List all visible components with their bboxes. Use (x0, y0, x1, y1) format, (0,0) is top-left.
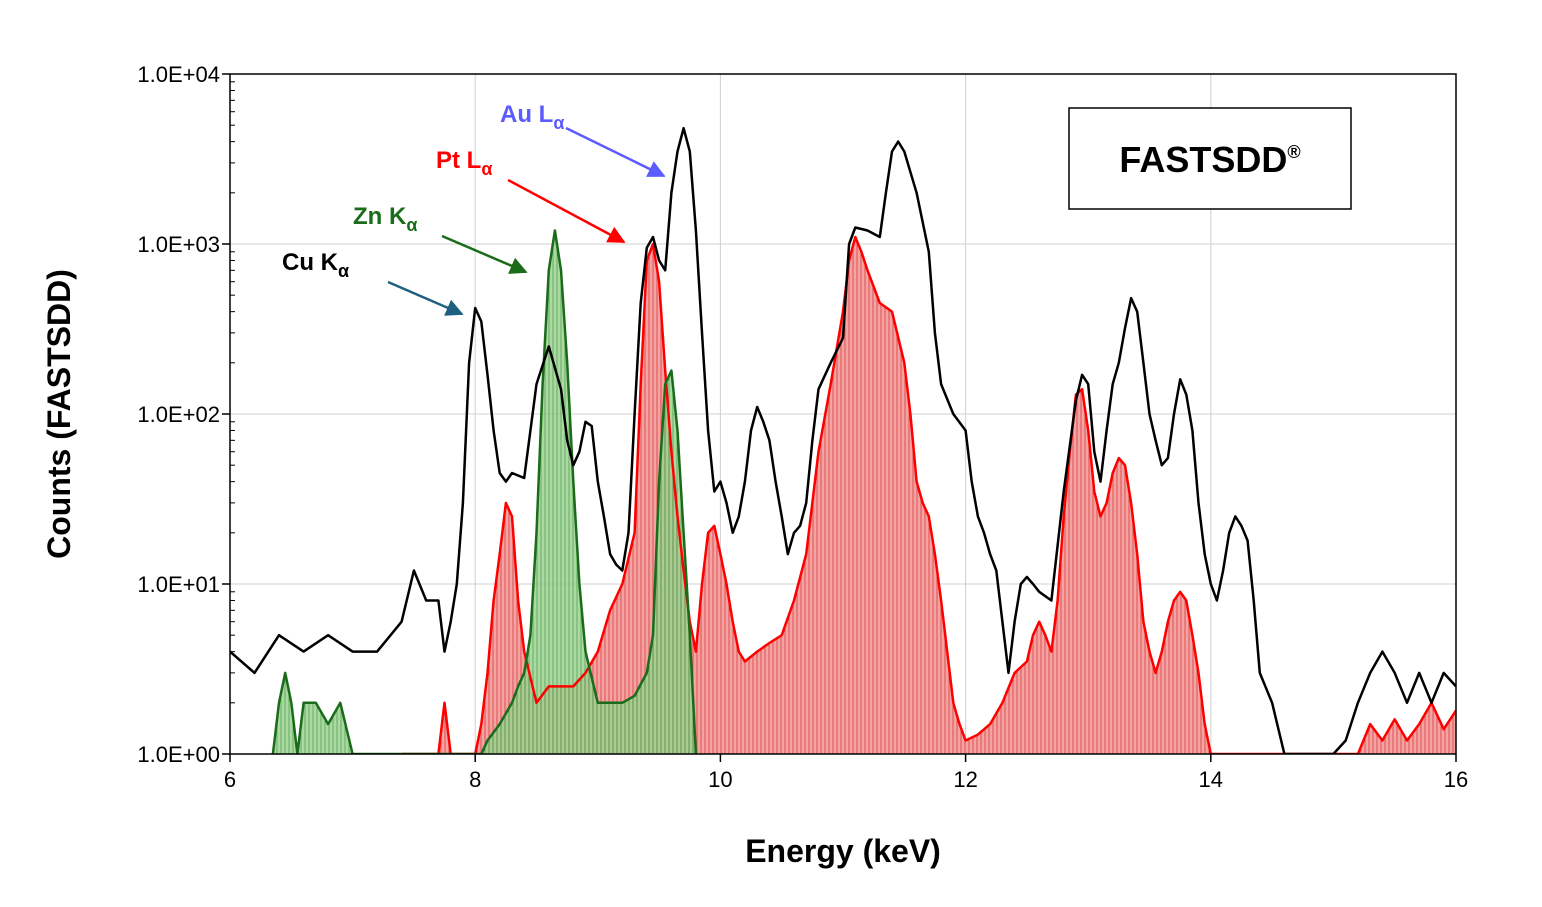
annotation-label: Zn Kα (353, 203, 417, 235)
annotation-arrow (387, 280, 464, 316)
annotation-label: Pt Lα (436, 147, 492, 179)
green-spectrum-line (271, 229, 698, 754)
annotation-arrow (565, 126, 666, 178)
green-spectrum-area (272, 230, 696, 754)
x-tick-labels: 6 8 10 12 14 16 (224, 754, 1468, 792)
badge: FASTSDD® (1068, 107, 1352, 210)
annotation-arrow (441, 234, 528, 274)
annotation-au: Au Lα (500, 101, 666, 178)
badge-registered-mark: ® (1287, 142, 1300, 162)
y-tick-labels: 1.0E+00 1.0E+01 1.0E+02 1.0E+03 1.0E+04 (137, 62, 235, 767)
x-tick-label: 6 (224, 767, 236, 792)
annotation-label: Cu Kα (282, 249, 349, 281)
badge-text: FASTSDD (1119, 139, 1287, 180)
y-tick-label: 1.0E+03 (137, 232, 220, 257)
series-fills (272, 230, 1456, 754)
x-tick-label: 12 (953, 767, 977, 792)
annotation-pt: Pt Lα (436, 147, 626, 244)
y-tick-label: 1.0E+01 (137, 572, 220, 597)
y-tick-label: 1.0E+02 (137, 402, 220, 427)
svg-text:FASTSDD®: FASTSDD® (1119, 139, 1300, 180)
x-tick-label: 14 (1199, 767, 1223, 792)
x-tick-label: 16 (1444, 767, 1468, 792)
annotation-label: Au Lα (500, 101, 564, 133)
y-tick-label: 1.0E+04 (137, 62, 220, 87)
x-tick-label: 10 (708, 767, 732, 792)
black-spectrum-line (230, 126, 1456, 754)
x-axis-title: Energy (keV) (745, 833, 941, 869)
x-tick-label: 8 (469, 767, 481, 792)
annotation-zn: Zn Kα (353, 203, 528, 274)
annotation-cu: Cu Kα (282, 249, 464, 316)
y-tick-label: 1.0E+00 (137, 742, 220, 767)
y-axis-title: Counts (FASTSDD) (41, 269, 77, 559)
series-lines (230, 126, 1456, 754)
annotation-arrow (507, 178, 626, 244)
red-spectrum-line (401, 235, 1456, 754)
badge-frame (1068, 107, 1352, 210)
